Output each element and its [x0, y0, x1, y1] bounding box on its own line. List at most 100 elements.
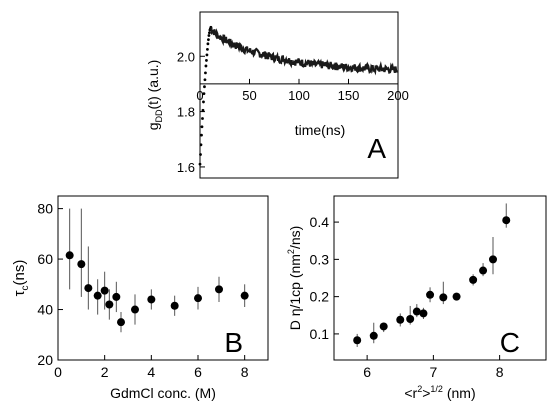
panel-b-point: [215, 285, 223, 294]
panel-b-x-tick-label: 0: [54, 364, 62, 380]
panel-c-y-tick-label: 0.1: [310, 326, 330, 342]
panel-c-point: [502, 216, 511, 225]
panel-c-point: [412, 307, 421, 316]
panel-b-point: [65, 251, 74, 260]
panel-c: 6 7 8 0.1 0.2 0.3 0.4 <r2>1/2 (nm) D η/1cp (n…: [286, 195, 547, 401]
panel-b-point: [84, 284, 93, 293]
panel-a-y-tick-label: 2.0: [177, 49, 195, 64]
panel-c-x-tick-label: 8: [496, 364, 504, 380]
panel-b-x-tick-label: 6: [194, 364, 202, 380]
panel-a-rise-point: [205, 59, 208, 62]
panel-a-letter: A: [367, 133, 386, 164]
panel-a-y-label-sub: DD: [154, 109, 164, 122]
panel-b-y-label-main: τ: [11, 290, 28, 296]
panel-c-x-tick-label: 6: [363, 364, 371, 380]
panel-c-point: [426, 290, 435, 299]
panel-a-y-label: gDD(t) (a.u.): [145, 60, 164, 131]
panel-c-point: [439, 293, 448, 302]
panel-b-letter: B: [224, 327, 243, 358]
panel-c-x-label: <r2>1/2 (nm): [404, 384, 475, 401]
panel-a-y-label-main: g: [145, 122, 161, 130]
panel-a-rise-point: [205, 53, 209, 57]
panel-b-data: [65, 208, 249, 333]
panel-b-y-label-rest: (ns): [11, 260, 28, 286]
panel-b-point: [131, 305, 139, 314]
panel-a-x-tick-label: 150: [338, 88, 360, 103]
panel-a-rise-point: [199, 143, 203, 147]
panel-b-y-tick-label: 60: [37, 251, 53, 267]
panel-c-x-ticks: 6 7 8: [363, 355, 504, 380]
panel-b-x-label: GdmCl conc. (M): [110, 385, 216, 401]
panel-c-point: [406, 315, 415, 323]
panel-b-x-tick-label: 8: [241, 364, 249, 380]
panel-c-y-tick-label: 0.2: [310, 289, 330, 305]
panel-b-point: [105, 300, 114, 309]
panel-c-frame: [333, 195, 547, 361]
panel-c-point: [379, 322, 388, 331]
panel-a-x-tick-label: 0: [196, 88, 203, 103]
panel-b-point: [194, 294, 202, 303]
panel-c-data: [353, 203, 511, 347]
panel-b-point: [93, 291, 102, 300]
panel-b-x-ticks: 0 2 4 6 8: [54, 355, 249, 380]
panel-c-point: [479, 266, 488, 275]
panel-b-point: [112, 292, 121, 301]
panel-c-y-ticks: 0.1 0.2 0.3 0.4: [310, 214, 339, 342]
panel-c-y-tick-label: 0.4: [310, 214, 330, 230]
panel-a-x-tick-label: 200: [387, 88, 409, 103]
panel-a-y-tick-label: 1.8: [177, 105, 195, 120]
panel-a-frame: [199, 11, 399, 179]
panel-a-rise-point: [204, 71, 207, 75]
panel-a-rise-point: [201, 108, 205, 112]
panel-a-rise-point: [204, 64, 208, 68]
panel-b-frame: [57, 195, 269, 361]
panel-b-x-tick-label: 2: [101, 364, 109, 380]
panel-a-rise-point: [207, 34, 211, 37]
panel-a-rise-point: [206, 42, 210, 46]
panel-a-rise-point: [206, 47, 209, 51]
panel-a-rise-point: [207, 38, 210, 42]
panel-a-y-tick-label: 1.6: [177, 160, 195, 175]
panel-c-y-tick-label: 0.3: [310, 251, 330, 267]
panel-a-rise-point: [198, 162, 202, 166]
panel-b-point: [240, 291, 249, 300]
panel-b-point: [117, 318, 125, 327]
panel-c-point: [419, 309, 428, 318]
panel-b-point: [170, 301, 179, 310]
panel-c-x-label-sup: 2: [417, 384, 422, 394]
panel-c-point: [396, 315, 405, 324]
panel-a-x-tick-label: 100: [288, 88, 310, 103]
panel-c-y-label-rest: /ns): [287, 226, 303, 249]
panel-c-x-label-sup2: 1/2: [430, 384, 443, 394]
panel-b-y-tick-label: 40: [37, 302, 53, 318]
panel-a-rise-point: [208, 31, 211, 35]
panel-b-point: [147, 295, 156, 304]
panel-b-y-tick-label: 80: [37, 201, 53, 217]
panel-c-point: [469, 275, 478, 284]
panel-c-x-tick-label: 7: [429, 364, 437, 380]
panel-b-x-tick-label: 4: [147, 364, 155, 380]
panel-a-rise-point: [202, 92, 206, 96]
panel-a-decay-line: [210, 27, 398, 76]
panel-a-x-ticks: 0 50 100 150 200: [196, 78, 409, 103]
panel-c-point: [353, 336, 362, 345]
panel-c-point: [369, 331, 378, 340]
panel-c-point: [452, 292, 461, 301]
panel-a-y-label-rest: (t) (a.u.): [145, 60, 161, 110]
panel-a-rise-point: [203, 85, 206, 89]
panel-c-y-label-main: D η/1cp (nm: [287, 254, 303, 330]
panel-a-rise-point: [199, 153, 202, 156]
panel-c-letter: C: [500, 327, 520, 358]
panel-a-rise-point: [200, 125, 204, 129]
panel-a-x-tick-label: 50: [242, 88, 256, 103]
panel-a-y-ticks: 1.6 1.8 2.0: [177, 49, 205, 175]
panel-b-y-ticks: 20 40 60 80: [37, 201, 63, 368]
panel-a-data: [198, 25, 398, 166]
panel-b-y-tick-label: 20: [37, 352, 53, 368]
panel-b-point: [100, 286, 109, 295]
panel-a-x-label: time(ns): [295, 122, 346, 138]
panel-b-y-label: τc(ns): [11, 260, 31, 297]
panel-c-point: [489, 255, 497, 264]
panel-c-y-label-sup: 2: [286, 249, 296, 254]
